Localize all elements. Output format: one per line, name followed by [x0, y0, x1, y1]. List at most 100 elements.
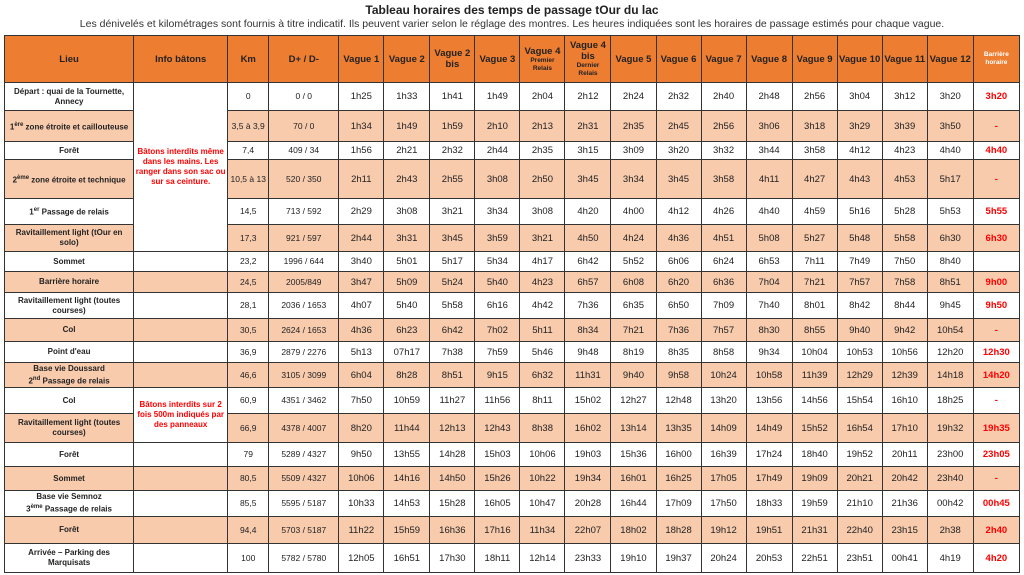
time-cell: 1h49 — [383, 110, 431, 142]
time-cell: 15h36 — [610, 442, 657, 467]
time-cell: 5h52 — [610, 251, 657, 272]
time-cell: 10h33 — [338, 490, 385, 517]
header-row: Lieu Info bâtons Km D+ / D- Vague 1 Vague 2 Va… — [3, 35, 1021, 83]
time-cell: 16h39 — [700, 442, 747, 467]
km-cell: 23,2 — [227, 251, 270, 272]
time-cell: 20h53 — [745, 543, 793, 573]
lieu-cell: Point d'eau — [3, 341, 135, 363]
time-cell: 19h51 — [745, 516, 793, 544]
time-cell: 15h59 — [383, 516, 431, 544]
time-cell: 20h42 — [881, 466, 928, 491]
time-cell: 7h11 — [791, 251, 838, 272]
time-cell: 23h40 — [926, 466, 974, 491]
time-cell: 3h34 — [474, 198, 521, 225]
lieu-label: Forêt — [59, 449, 80, 459]
time-cell: 4h23 — [519, 271, 566, 293]
table-row: Barrière horaire 24,5 2005/849 3h47 5h09 5h24… — [3, 271, 1021, 293]
time-cell: 19h12 — [700, 516, 747, 544]
lieu-label: Forêt — [59, 145, 80, 155]
time-cell: 17h05 — [700, 466, 747, 491]
time-cell: 7h59 — [474, 341, 521, 363]
table-row: Forêt 79 5289 / 4327 9h50 13h55 14h28 15h03 10h… — [3, 442, 1021, 467]
time-cell: 3h15 — [564, 141, 612, 160]
time-cell: 16h05 — [474, 490, 521, 517]
info-batons-cell — [133, 271, 229, 293]
km-cell: 14,5 — [227, 198, 270, 225]
time-cell: 2h43 — [383, 159, 431, 199]
lieu-number: 1 — [29, 207, 34, 217]
time-cell: 3h34 — [610, 159, 657, 199]
time-cell: 17h10 — [881, 413, 928, 443]
page-title: Tableau horaires des temps de passage tO… — [365, 3, 659, 17]
info-batons-cell — [133, 292, 229, 319]
km-cell: 30,5 — [227, 318, 270, 342]
time-cell: 18h25 — [926, 387, 974, 414]
lieu-label: Barrière horaire — [39, 277, 100, 286]
header-lieu: Lieu — [3, 35, 135, 83]
time-cell: 10h06 — [338, 466, 385, 491]
header-vague-label: Vague 1 — [343, 53, 380, 65]
km-cell: 28,1 — [227, 292, 270, 319]
time-cell: 6h16 — [474, 292, 521, 319]
time-cell: 4h17 — [519, 251, 566, 272]
time-cell: 3h39 — [881, 110, 928, 142]
time-cell: 7h50 — [338, 387, 385, 414]
header-vague-label: Vague 10 — [839, 53, 881, 65]
time-cell: 3h21 — [519, 224, 566, 252]
time-cell: 7h50 — [881, 251, 928, 272]
time-cell: 14h56 — [791, 387, 838, 414]
time-cell: 3h09 — [610, 141, 657, 160]
header-vague-label: Vague 2 — [388, 53, 425, 65]
time-cell: 18h33 — [745, 490, 793, 517]
time-cell: 4h36 — [338, 318, 385, 342]
info-batons-cell — [133, 490, 229, 517]
lieu-number: 2 — [12, 175, 18, 185]
info-batons-cell — [133, 362, 229, 388]
time-cell: 3h21 — [429, 198, 476, 225]
km-cell: 3,5 à 3,9 — [227, 110, 270, 142]
lieu-cell: Ravitaillement light (tOur en solo) — [3, 224, 135, 252]
time-cell: 13h55 — [383, 442, 431, 467]
time-cell: 5h40 — [474, 271, 521, 293]
time-cell: 2h38 — [926, 516, 974, 544]
table-row: Ravitaillement light (tOur en solo) 17,3 9… — [3, 224, 1021, 252]
time-cell: 9h45 — [926, 292, 974, 319]
time-cell: 23h33 — [564, 543, 612, 573]
time-cell: 19h34 — [564, 466, 612, 491]
time-cell: 18h11 — [474, 543, 521, 573]
time-cell: 10h24 — [700, 362, 747, 388]
time-cell: 7h09 — [700, 292, 747, 319]
time-cell: 3h32 — [700, 141, 747, 160]
barriere-cell — [972, 251, 1021, 272]
time-cell: 3h59 — [474, 224, 521, 252]
denivele-cell: 2036 / 1653 — [268, 292, 340, 319]
time-cell: 5h40 — [383, 292, 431, 319]
time-cell: 16h00 — [655, 442, 702, 467]
time-cell: 14h16 — [383, 466, 431, 491]
time-cell: 9h58 — [655, 362, 702, 388]
time-cell: 1h33 — [383, 82, 431, 111]
time-cell: 7h21 — [610, 318, 657, 342]
time-cell: 2h56 — [700, 110, 747, 142]
time-cell: 2h55 — [429, 159, 476, 199]
lieu-prefix: Base vie Semnoz — [36, 492, 102, 502]
denivele-cell: 3105 / 3099 — [268, 362, 340, 388]
time-cell: 10h58 — [745, 362, 793, 388]
km-cell: 85,5 — [227, 490, 270, 517]
time-cell: 11h27 — [429, 387, 476, 414]
time-cell: 5h16 — [836, 198, 883, 225]
time-cell: 7h38 — [429, 341, 476, 363]
time-cell: 9h15 — [474, 362, 521, 388]
lieu-cell: Col — [3, 387, 135, 414]
info-batons-cell — [133, 318, 229, 342]
table-row: 1er Passage de relais 14,5 713 / 592 2h29 3h… — [3, 198, 1021, 225]
km-cell: 66,9 — [227, 413, 270, 443]
time-cell: 3h45 — [655, 159, 702, 199]
info-batons-cell — [133, 516, 229, 544]
time-cell: 7h04 — [745, 271, 793, 293]
header-vague-label: Vague 6 — [660, 53, 697, 65]
header-vague: Vague 10 — [836, 35, 883, 83]
lieu-number: 3 — [26, 504, 31, 514]
time-cell: 3h04 — [836, 82, 883, 111]
header-vague: Vague 4 bis Dernier Relais — [564, 35, 612, 83]
